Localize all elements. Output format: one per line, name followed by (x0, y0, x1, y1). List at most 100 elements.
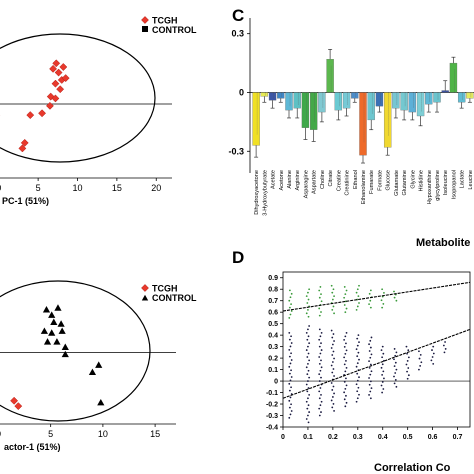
data-point (356, 355, 359, 358)
data-point (356, 372, 359, 375)
data-point (380, 366, 383, 369)
bar (457, 92, 466, 103)
data-point (289, 362, 292, 365)
bar (252, 92, 260, 146)
data-point (307, 414, 309, 417)
data-point (356, 344, 359, 347)
data-point (356, 305, 359, 308)
data-point (307, 308, 309, 311)
tcgh-point (52, 59, 61, 68)
y-tick-label: 0.6 (268, 310, 278, 317)
data-point (290, 359, 293, 361)
bar (318, 92, 326, 113)
bar (309, 92, 318, 130)
category-label: Glycine (410, 170, 416, 189)
data-point (420, 361, 423, 364)
data-point (358, 393, 360, 396)
data-point (444, 348, 447, 350)
category-label: Leucine (468, 170, 474, 190)
data-point (369, 363, 372, 366)
data-point (393, 296, 396, 299)
legend-tcgh-label: TCGH (152, 16, 178, 26)
data-point (419, 353, 422, 356)
x-tick-label: 0.2 (328, 434, 338, 441)
data-point (308, 288, 311, 291)
control-point (61, 350, 69, 358)
data-point (394, 379, 397, 381)
data-point (431, 356, 434, 358)
data-point (289, 313, 292, 316)
data-point (308, 325, 311, 327)
category-label: Citrate (328, 170, 334, 186)
data-point (356, 337, 359, 340)
data-point (308, 376, 311, 379)
data-point (307, 291, 309, 294)
control-point (53, 338, 61, 345)
data-point (370, 353, 373, 356)
data-point (343, 391, 346, 394)
data-point (432, 345, 435, 348)
data-point (382, 352, 385, 355)
category-label: Creatine (336, 170, 342, 191)
data-point (320, 300, 323, 303)
category-label: Acetate (271, 170, 277, 189)
data-point (320, 411, 322, 413)
data-point (407, 356, 410, 359)
bar (277, 92, 285, 99)
panel-d-scatter: D -0.4 -0.3 -0.2 -0.1 0 0.1 0.2 0.3 0.4 0.5 0.6 0.7… (232, 248, 471, 474)
data-point (307, 404, 310, 407)
data-point (344, 293, 347, 296)
data-point (407, 349, 410, 352)
panel-c-letter: C (232, 6, 244, 25)
data-point (318, 338, 321, 341)
data-point (320, 393, 322, 396)
data-point (332, 288, 335, 291)
data-point (305, 349, 308, 351)
control-point (58, 327, 66, 334)
data-point (305, 418, 308, 420)
data-point (383, 359, 385, 362)
tcgh-point (59, 63, 68, 71)
data-point (370, 387, 373, 390)
data-point (306, 338, 309, 341)
data-point (394, 361, 397, 364)
data-point (333, 340, 335, 342)
data-point (381, 306, 384, 309)
data-point (318, 397, 321, 400)
data-point (290, 292, 293, 295)
x-tick-label: 0.1 (303, 434, 313, 441)
tcgh-point (14, 402, 23, 411)
data-point (305, 312, 308, 315)
control-point (50, 318, 58, 325)
data-point (330, 399, 333, 402)
data-point (344, 311, 347, 314)
category-label: 3-Hydroxybutyrate (262, 170, 268, 216)
category-label: glycylproline (435, 170, 441, 201)
data-point (320, 349, 323, 351)
data-point (318, 289, 321, 292)
data-point (343, 380, 346, 383)
legend-control-label: CONTROL (152, 25, 197, 35)
confidence-ellipse (0, 33, 156, 163)
data-point (319, 352, 322, 355)
control-point (54, 304, 62, 311)
bar (326, 59, 334, 93)
x-tick-label: 0.5 (403, 434, 413, 441)
data-point (290, 386, 292, 389)
data-point (331, 343, 334, 346)
control-point (95, 361, 103, 368)
data-point (369, 397, 372, 400)
data-point (382, 370, 385, 373)
bar (301, 92, 310, 128)
category-label: Hypoxanthine (427, 170, 433, 204)
data-point (332, 350, 335, 353)
data-point (358, 341, 360, 344)
data-point (357, 386, 360, 389)
data-point (355, 291, 358, 294)
data-point (332, 333, 335, 335)
category-label: Fumarate (369, 170, 375, 194)
data-point (370, 370, 373, 373)
data-point (395, 299, 398, 302)
confidence-ellipse (0, 280, 151, 422)
data-point (343, 398, 346, 401)
